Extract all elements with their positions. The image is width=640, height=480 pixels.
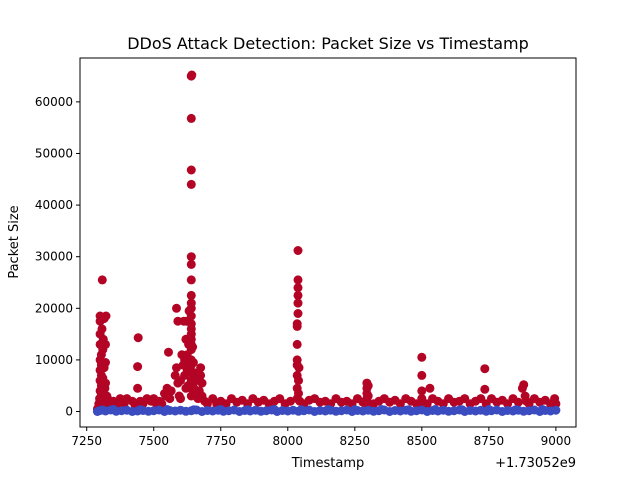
attack-point (101, 358, 110, 367)
y-tick-label: 10000 (35, 353, 73, 367)
attack-point (293, 298, 303, 308)
normal-point (98, 405, 108, 415)
attack-point (480, 364, 490, 374)
attack-point (166, 386, 176, 396)
normal-point (243, 405, 253, 415)
attack-point (196, 363, 206, 373)
attack-point (97, 324, 107, 334)
attack-point (519, 380, 529, 390)
attack-point (133, 362, 143, 372)
attack-point (186, 275, 196, 285)
normal-point (377, 405, 387, 414)
attack-point (513, 397, 523, 407)
x-tick-label: 9000 (541, 434, 572, 448)
normal-point (511, 405, 521, 415)
x-axis-ticks: 7250 7500 7750 8000 8250 8500 8750 9000 (71, 427, 571, 448)
normal-point (551, 405, 561, 415)
attack-point (188, 342, 198, 352)
attack-point (294, 376, 303, 386)
y-tick-label: 30000 (35, 250, 73, 264)
attack-point (197, 378, 207, 388)
data-points (92, 70, 561, 416)
normal-point (109, 405, 118, 414)
normal-point (403, 405, 413, 415)
x-tick-label: 7500 (138, 434, 169, 448)
attack-point (186, 113, 196, 123)
plot-frame (79, 57, 577, 428)
normal-point (162, 405, 172, 414)
attack-point (133, 383, 143, 393)
attack-point (101, 378, 110, 388)
attack-point (186, 290, 196, 300)
y-tick-label: 0 (65, 405, 73, 419)
y-tick-label: 20000 (35, 301, 73, 315)
attack-point (293, 246, 303, 255)
normal-point (269, 405, 279, 414)
attack-point (164, 347, 173, 357)
attack-point (417, 386, 427, 396)
attack-point (176, 394, 185, 404)
attack-point (172, 303, 181, 313)
attack-point (417, 352, 427, 362)
x-tick-label: 8750 (474, 434, 505, 448)
attack-point (292, 319, 302, 329)
attack-point (293, 309, 303, 318)
normal-point (457, 405, 467, 415)
attack-point (293, 290, 303, 300)
chart-title: DDoS Attack Detection: Packet Size vs Ti… (127, 34, 529, 53)
normal-point (323, 405, 333, 414)
attack-point (186, 311, 196, 321)
y-axis-ticks: 0 10000 20000 30000 40000 50000 60000 (35, 95, 80, 419)
attack-point (294, 389, 303, 398)
attack-point (188, 358, 198, 367)
attack-point (186, 303, 196, 313)
x-axis-label: Timestamp (291, 456, 365, 471)
attack-point (101, 339, 110, 349)
normal-point (296, 405, 306, 415)
attack-point (186, 179, 196, 189)
normal-point (135, 405, 145, 415)
attack-point (417, 370, 427, 380)
attack-point (292, 339, 302, 349)
attack-point (363, 381, 373, 391)
attack-point (101, 311, 111, 321)
attack-point (293, 283, 303, 293)
x-tick-label: 7750 (205, 434, 236, 448)
attack-point (292, 355, 302, 365)
attack-point (165, 394, 175, 404)
y-tick-label: 60000 (35, 95, 73, 109)
normal-point (350, 405, 360, 415)
attack-point (196, 370, 206, 380)
attack-point (133, 333, 143, 343)
attack-point (187, 70, 197, 80)
x-axis-offset-label: +1.73052e9 (495, 456, 576, 471)
attack-point (186, 259, 196, 269)
y-tick-label: 40000 (35, 198, 73, 212)
y-axis-label: Packet Size (7, 205, 22, 278)
x-tick-label: 8000 (273, 434, 304, 448)
attack-point (294, 363, 304, 373)
x-tick-label: 8500 (407, 434, 438, 448)
normal-point (216, 405, 226, 414)
normal-point (538, 405, 547, 414)
attack-point (186, 165, 196, 175)
x-tick-label: 8250 (340, 434, 371, 448)
attack-point (293, 275, 303, 285)
attack-point (97, 275, 107, 285)
attack-point (480, 384, 490, 394)
attack-point (425, 383, 435, 393)
attack-point (363, 391, 373, 401)
y-tick-label: 50000 (35, 146, 73, 160)
normal-point (430, 405, 440, 414)
normal-point (189, 405, 199, 415)
attack-point (186, 252, 196, 262)
x-tick-label: 7250 (71, 434, 102, 448)
attack-point (551, 399, 561, 409)
normal-point (484, 405, 494, 414)
